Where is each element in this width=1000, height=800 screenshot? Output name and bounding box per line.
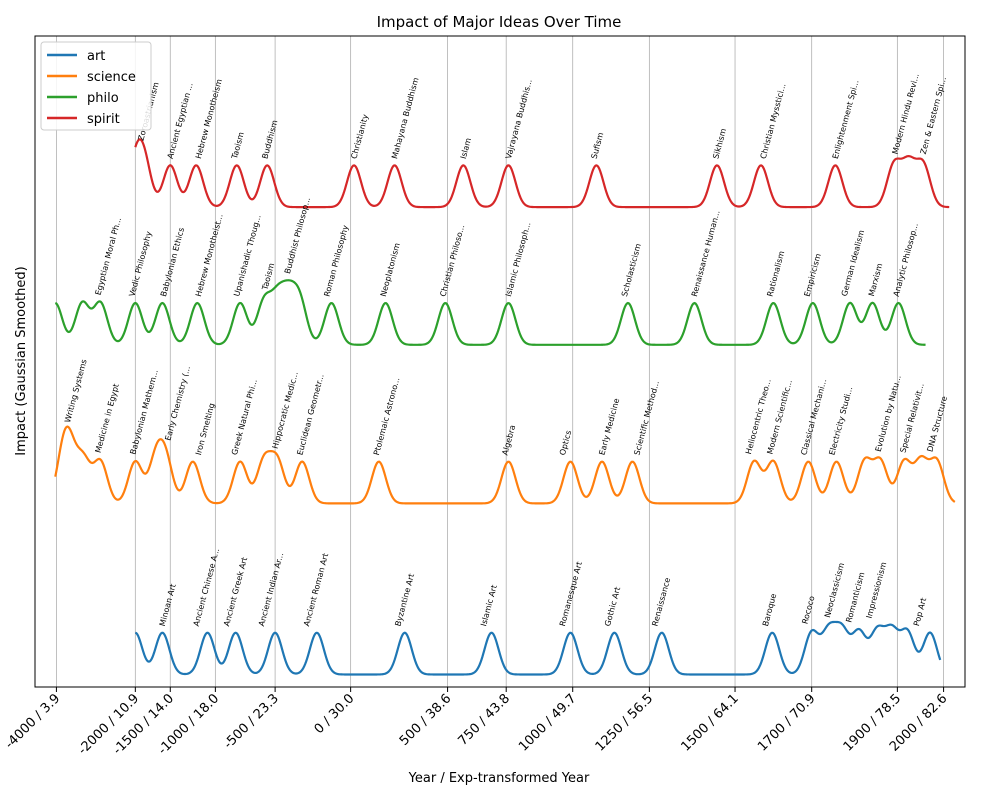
series-line-philo [54,279,926,346]
event-label: Electricity Studi... [827,386,854,456]
x-axis-ticks: -4000 / 3.9 -2000 / 10.9-1500 / 14.0-1000… [2,687,950,758]
x-tick-label: 1000 / 49.7 [516,691,579,754]
event-label: Christianity [350,113,371,160]
event-label: Euclidean Geometr... [295,373,325,456]
event-label: Romanesque Art [558,561,584,628]
event-label: Rococo [800,595,816,625]
series-line-spirit [134,138,950,209]
event-label: Ancient Roman Art [302,552,330,627]
event-label: Early Chemistry (... [164,365,193,442]
event-label: Pop Art [912,597,928,627]
event-label: Sikhism [711,127,728,160]
legend-label-science: science [87,70,136,85]
x-axis-label: Year / Exp-transformed Year [408,771,590,786]
event-label: Christian Philoso... [439,224,467,298]
event-label: Egyptian Moral Ph... [94,216,123,296]
x-tick-label: 0 / 30.0 [312,691,358,737]
x-tick-label: 500 / 38.6 [397,691,455,749]
event-label: Vedic Philosophy [127,230,153,297]
legend-box [40,41,152,131]
gridlines [56,36,944,687]
event-label: Upanishadic Thoug... [232,214,262,298]
event-label: Vajrayana Buddhis... [504,78,534,160]
event-label: Classical Mechani... [799,378,828,456]
series-line-science [54,425,956,505]
event-label: Special Relativit... [899,382,926,454]
event-label: Early Medicine [598,397,622,456]
event-label: Islamic Art [479,584,499,627]
event-label: Modern Hindu Revi... [891,72,921,155]
legend-label-spirit: spirit [87,112,120,127]
chart-title: Impact of Major Ideas Over Time [377,13,622,31]
event-label: Mahayana Buddhism [390,76,420,160]
event-label: Scientific Method... [632,380,661,456]
event-label: Evolution by Natu... [874,374,903,453]
event-label: Greek Natural Phi... [230,378,259,456]
event-label: DNA Structure [926,395,950,453]
event-label: Iron Smelting [194,402,217,456]
event-label: Islam [459,137,473,160]
event-label: Renaissance [651,577,673,628]
event-label: Hebrew Monotheist... [194,213,225,298]
event-label: Neoplatonism [379,242,402,298]
event-label: Baroque [761,592,778,627]
event-label: Ancient Chinese A... [192,547,221,627]
event-label: Enlightenment Spi... [831,79,861,160]
event-label: Sufism [590,131,606,160]
event-label: Rationalism [765,250,786,298]
event-label: Ancient Indian Ar... [257,552,285,627]
event-label: Babylonian Mathem... [129,369,160,456]
x-tick-label: 1500 / 64.1 [678,691,741,754]
event-label: Renaissance Human... [690,209,722,297]
event-label: Minoan Art [158,583,178,627]
event-label: Empiricism [803,252,823,297]
x-tick-label: -4000 / 3.9 [2,691,63,752]
event-label: Taoism [230,131,246,161]
y-axis-label: Impact (Gaussian Smoothed) [14,266,29,455]
event-label: Babylonian Ethics [159,227,186,298]
event-label: Roman Philosophy [322,224,350,298]
event-label: Buddhism [260,119,279,160]
event-label: Gothic Art [603,586,622,627]
event-label: Writing Systems [63,358,89,423]
plot-frame [34,35,966,688]
event-label: Neoclassicism [823,562,846,619]
x-tick-label: 1700 / 70.9 [755,691,818,754]
x-tick-label: -500 / 23.3 [221,691,282,752]
event-label: German Idealism [840,229,866,297]
event-label: Medicine in Egypt [94,383,121,454]
event-label: Optics [558,429,573,456]
series-line-art [134,620,942,676]
series-lines [54,138,956,676]
event-label: Byzantine Art [393,573,416,628]
event-label: Christian Mysstici... [759,82,788,159]
legend: art science philo spirit [40,41,152,131]
event-label: Analytic Philosop... [892,222,920,297]
event-label: Romanticism [844,571,866,624]
event-label: Marxism [867,262,884,297]
x-tick-label: 1250 / 56.5 [593,691,656,754]
event-label: Algebra [501,424,518,456]
x-tick-label: 750 / 43.8 [455,691,513,749]
event-label: Ptolemaic Astrono... [372,377,401,457]
event-label: Hebrew Monotheism [194,78,224,160]
event-label: Scholasticism [620,242,643,297]
event-label: Islamic Philosoph... [504,221,533,297]
legend-label-art: art [87,49,105,64]
legend-label-philo: philo [87,91,119,106]
event-label: Ancient Greek Art [222,556,249,627]
event-label: Impressionism [865,561,889,620]
